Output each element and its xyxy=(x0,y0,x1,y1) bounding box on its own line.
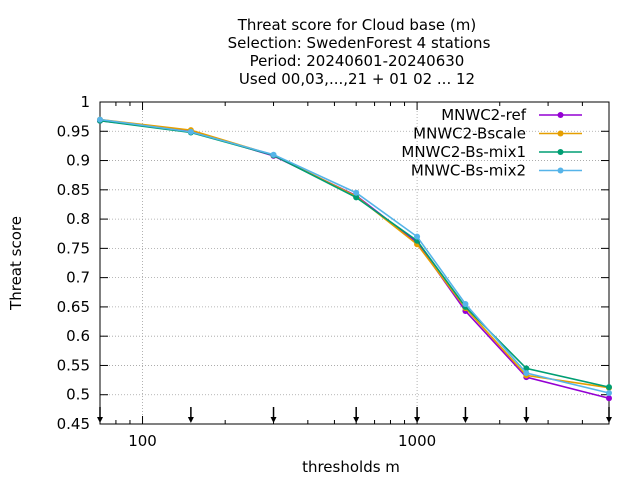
y-tick-label: 0.6 xyxy=(66,327,90,345)
y-tick-label: 0.55 xyxy=(57,356,90,374)
series-point xyxy=(462,300,469,307)
legend-label: MNWC2-Bscale xyxy=(413,125,526,143)
series-point xyxy=(606,395,612,402)
y-tick-label: 0.65 xyxy=(57,298,90,316)
threshold-arrow-head xyxy=(270,417,277,423)
series-point xyxy=(187,128,194,135)
title-line-2: Selection: SwedenForest 4 stations xyxy=(228,34,491,52)
series-point xyxy=(606,389,612,396)
threshold-arrow-head xyxy=(187,417,194,423)
series-point xyxy=(523,365,530,372)
title-line-3: Period: 20240601-20240630 xyxy=(250,52,465,70)
series-line xyxy=(99,118,610,394)
y-tick-label: 0.8 xyxy=(66,210,90,228)
plot-frame xyxy=(99,101,610,425)
legend-label: MNWC2-Bs-mix1 xyxy=(401,143,526,161)
series-point xyxy=(97,116,103,123)
series-point xyxy=(353,189,360,196)
threshold-arrow-head xyxy=(414,417,421,423)
axis-ticks: 0.45 0.5 0.55 0.6 0.65 0.7 0.75 0.8 0.85 0.9 0.95 1… xyxy=(57,93,610,450)
y-tick-label: 0.7 xyxy=(66,269,90,287)
threshold-arrow-head xyxy=(462,417,469,423)
threshold-markers xyxy=(97,407,612,423)
legend-marker xyxy=(557,112,564,118)
threshold-arrow-head xyxy=(523,417,530,423)
x-tick-label: 1000 xyxy=(398,432,436,450)
legend-label: MNWC-Bs-mix2 xyxy=(411,162,526,180)
y-axis-label: Threat score xyxy=(7,216,25,311)
y-tick-label: 0.75 xyxy=(57,239,90,257)
y-tick-label: 1 xyxy=(80,93,90,111)
threshold-arrow-head xyxy=(353,417,360,423)
series-point xyxy=(414,233,421,240)
series-layer xyxy=(97,116,612,402)
y-tick-label: 0.9 xyxy=(66,152,90,170)
series-line xyxy=(99,119,610,400)
chart-title: Threat score for Cloud base (m) Selectio… xyxy=(228,16,491,88)
series-point xyxy=(606,384,612,391)
y-tick-label: 0.45 xyxy=(57,415,90,433)
y-tick-label: 0.95 xyxy=(57,122,90,140)
legend: MNWC2-refMNWC2-BscaleMNWC2-Bs-mix1MNWC-B… xyxy=(401,106,582,180)
title-line-1: Threat score for Cloud base (m) xyxy=(237,16,477,34)
series-line xyxy=(99,118,610,389)
title-line-4: Used 00,03,...,21 + 01 02 ... 12 xyxy=(239,70,475,88)
legend-marker xyxy=(557,130,564,137)
x-tick-label: 100 xyxy=(128,432,157,450)
y-tick-label: 0.85 xyxy=(57,181,90,199)
series-point xyxy=(270,151,277,158)
legend-label: MNWC2-ref xyxy=(441,106,526,124)
series-point xyxy=(523,370,530,377)
series-point xyxy=(353,194,360,201)
legend-marker xyxy=(557,149,564,155)
x-axis-label: thresholds m xyxy=(302,458,400,476)
legend-marker xyxy=(557,167,564,174)
y-tick-label: 0.5 xyxy=(66,386,90,404)
